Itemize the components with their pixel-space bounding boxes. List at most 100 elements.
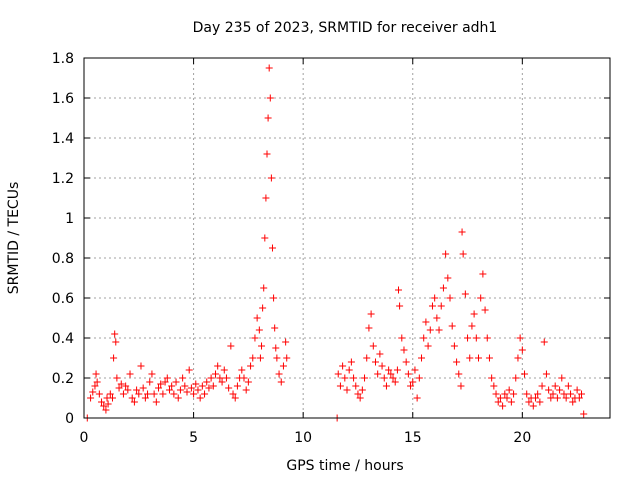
data-point-marker (112, 338, 120, 346)
data-point-marker (272, 344, 280, 352)
data-point-marker (159, 390, 167, 398)
data-point-marker (398, 334, 406, 342)
data-point-marker (203, 378, 211, 386)
data-point-marker (490, 382, 498, 390)
data-point-marker (260, 284, 268, 292)
data-point-marker (172, 378, 180, 386)
data-point-marker (165, 386, 173, 394)
data-point-marker (503, 394, 511, 402)
data-point-marker (385, 366, 393, 374)
data-point-marker (404, 370, 412, 378)
data-point-marker (261, 234, 269, 242)
data-point-marker (354, 390, 362, 398)
data-point-marker (446, 294, 454, 302)
data-point-marker (92, 370, 100, 378)
data-point-marker (507, 398, 515, 406)
data-point-marker (352, 382, 360, 390)
data-point-marker (578, 390, 586, 398)
data-point-marker (540, 338, 548, 346)
data-point-marker (415, 374, 423, 382)
data-point-marker (458, 228, 466, 236)
data-point-marker (402, 358, 410, 366)
data-point-marker (104, 400, 112, 408)
data-point-marker (505, 386, 513, 394)
data-point-marker (483, 334, 491, 342)
data-point-marker (413, 394, 421, 402)
data-point-marker (187, 384, 195, 392)
data-point-marker (139, 384, 147, 392)
data-point-marker (510, 390, 518, 398)
data-point-marker (435, 326, 443, 334)
data-point-marker (251, 334, 259, 342)
data-point-marker (100, 402, 108, 410)
data-point-marker (538, 382, 546, 390)
data-point-marker (266, 94, 274, 102)
data-point-marker (479, 270, 487, 278)
data-point-marker (256, 354, 264, 362)
data-point-marker (488, 374, 496, 382)
y-tick-label: 0 (65, 411, 74, 427)
data-point-marker (531, 394, 539, 402)
data-point-marker (418, 354, 426, 362)
data-point-marker (233, 382, 241, 390)
data-point-marker (124, 386, 132, 394)
data-point-marker (523, 390, 531, 398)
y-tick-label: 1.2 (52, 171, 74, 187)
data-point-marker (157, 380, 165, 388)
data-point-marker (551, 382, 559, 390)
data-point-marker (225, 384, 233, 392)
data-point-marker (271, 324, 279, 332)
data-point-marker (194, 386, 202, 394)
data-point-marker (387, 370, 395, 378)
data-point-marker (273, 354, 281, 362)
x-axis-label: GPS time / hours (286, 458, 403, 474)
chart-title: Day 235 of 2023, SRMTID for receiver adh… (193, 20, 498, 36)
data-point-marker (216, 374, 224, 382)
data-point-marker (567, 390, 575, 398)
data-point-marker (192, 380, 200, 388)
data-point-marker (141, 394, 149, 402)
data-point-marker (516, 334, 524, 342)
data-point-marker (545, 386, 553, 394)
data-point-marker (268, 244, 276, 252)
data-point-marker (350, 374, 358, 382)
data-point-marker (201, 390, 209, 398)
data-point-marker (393, 366, 401, 374)
y-tick-label: 1.4 (52, 131, 74, 147)
data-point-marker (205, 384, 213, 392)
data-point-marker (459, 250, 467, 258)
x-tick-label: 0 (80, 430, 89, 446)
plot-frame (83, 57, 611, 419)
grid-lines (84, 58, 610, 418)
data-point-marker (564, 382, 572, 390)
data-point-marker (466, 354, 474, 362)
data-point-marker (98, 398, 106, 406)
data-point-marker (529, 402, 537, 410)
data-point-marker (407, 382, 415, 390)
data-point-marker (367, 310, 375, 318)
data-point-marker (91, 382, 99, 390)
data-point-marker (231, 394, 239, 402)
data-point-marker (253, 314, 261, 322)
data-point-marker (457, 382, 465, 390)
data-point-marker (214, 362, 222, 370)
data-point-marker (339, 362, 347, 370)
y-tick-label: 0.4 (52, 331, 74, 347)
data-point-marker (496, 394, 504, 402)
data-point-marker (115, 384, 123, 392)
y-axis-label: SRMTID / TECUs (6, 182, 22, 295)
y-tick-label: 1.6 (52, 91, 74, 107)
data-point-marker (282, 338, 290, 346)
data-point-marker (283, 354, 291, 362)
data-point-marker (382, 382, 390, 390)
data-point-marker (185, 366, 193, 374)
data-point-marker (485, 354, 493, 362)
data-point-marker (259, 304, 267, 312)
data-point-marker (190, 390, 198, 398)
data-point-marker (265, 64, 273, 72)
data-point-marker (144, 390, 152, 398)
data-point-marker (255, 326, 263, 334)
data-point-marker (439, 284, 447, 292)
data-point-marker (472, 334, 480, 342)
data-point-marker (433, 314, 441, 322)
